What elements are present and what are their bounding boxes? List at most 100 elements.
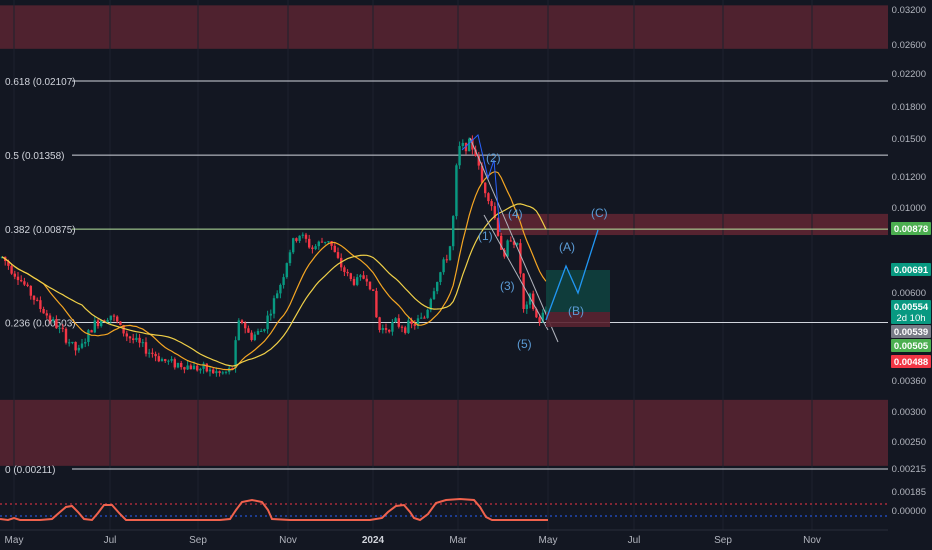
candle-body bbox=[234, 340, 237, 369]
candle-body bbox=[202, 363, 205, 369]
candle-body bbox=[23, 281, 26, 285]
price-tag-text: 0.00539 bbox=[894, 327, 928, 338]
candle-body bbox=[413, 324, 416, 326]
candle-body bbox=[327, 241, 330, 243]
candle-body bbox=[42, 308, 45, 314]
candle-body bbox=[538, 317, 541, 323]
candle-body bbox=[410, 320, 413, 325]
candle-body bbox=[400, 326, 404, 328]
candle-body bbox=[391, 321, 394, 332]
candle-body bbox=[388, 329, 391, 332]
candle-body bbox=[381, 328, 384, 330]
zone-1 bbox=[0, 399, 888, 466]
candle-body bbox=[125, 333, 128, 337]
candle-body bbox=[484, 182, 487, 194]
candle-body bbox=[61, 327, 64, 329]
candle-body bbox=[183, 367, 186, 370]
price-tag-text: 0.00488 bbox=[894, 357, 928, 368]
candle-body bbox=[468, 138, 471, 152]
price-tick-label: 0.01800 bbox=[892, 102, 926, 113]
projection-zigzag bbox=[545, 229, 599, 321]
candle-body bbox=[186, 365, 189, 370]
price-tick-label: 0.00360 bbox=[892, 376, 926, 387]
fibonacci-levels: 0.618 (0.02107) 0.5 (0.01358) 0.382 (0.008… bbox=[5, 77, 888, 476]
candle-body bbox=[308, 238, 311, 248]
candle-body bbox=[292, 238, 295, 253]
candle-body bbox=[247, 328, 250, 333]
candle-body bbox=[333, 245, 336, 253]
price-tick-label: 0.00215 bbox=[892, 464, 926, 475]
candle-body bbox=[221, 372, 224, 374]
candle-body bbox=[509, 240, 512, 242]
candle-body bbox=[231, 367, 234, 369]
elliott-wave-labels: (2) (4) (1) (3) (5) (A) (B) (C) bbox=[478, 151, 608, 351]
candle-body bbox=[314, 246, 317, 250]
candle-body bbox=[448, 246, 452, 261]
candle-body bbox=[237, 320, 240, 341]
candle-body bbox=[496, 218, 500, 236]
candle-body bbox=[458, 146, 461, 166]
candle-body bbox=[29, 285, 32, 296]
candle-body bbox=[436, 282, 439, 292]
candle-body bbox=[250, 332, 253, 341]
price-tag-text: 0.00505 bbox=[894, 341, 929, 352]
candle-body bbox=[215, 371, 218, 374]
candle-body bbox=[32, 295, 36, 300]
time-tick-label: Sep bbox=[714, 535, 732, 546]
candle-body bbox=[375, 290, 378, 318]
price-tag-countdown: 2d 10h bbox=[896, 313, 925, 324]
candle-body bbox=[362, 275, 365, 279]
candle-body bbox=[208, 369, 212, 372]
supply-demand-zones bbox=[0, 5, 888, 466]
wave-label: (B) bbox=[568, 304, 584, 318]
candle-body bbox=[445, 259, 448, 261]
wave-label: (3) bbox=[500, 279, 515, 293]
candle-body bbox=[480, 165, 484, 183]
candle-body bbox=[160, 359, 164, 362]
candle-body bbox=[298, 235, 301, 241]
candle-body bbox=[128, 336, 132, 339]
price-tag-text: 0.00878 bbox=[894, 224, 928, 235]
candle-body bbox=[55, 319, 58, 329]
candle-body bbox=[455, 165, 458, 217]
candle-body bbox=[106, 319, 109, 322]
candle-body bbox=[474, 149, 477, 157]
trendline-lower bbox=[483, 214, 549, 331]
candle-body bbox=[189, 365, 192, 370]
candle-body bbox=[285, 263, 288, 278]
candle-body bbox=[522, 273, 525, 309]
time-tick-label: Nov bbox=[279, 535, 297, 546]
candle-body bbox=[218, 371, 221, 373]
candle-body bbox=[330, 241, 333, 246]
time-tick-label: Sep bbox=[189, 535, 207, 546]
oscillator-line bbox=[0, 497, 548, 522]
time-axis[interactable]: May Jul Sep Nov 2024 Mar May Jul Sep Nov bbox=[0, 529, 888, 546]
candle-body bbox=[324, 241, 327, 243]
candle-body bbox=[304, 234, 308, 239]
price-tick-label: 0.03200 bbox=[892, 5, 926, 16]
trendline-upper bbox=[469, 137, 559, 343]
candle-body bbox=[39, 300, 42, 309]
candle-body bbox=[464, 142, 468, 152]
time-tick-label: Jul bbox=[104, 535, 117, 546]
price-tick-label: 0.00600 bbox=[892, 288, 926, 299]
candle-body bbox=[493, 206, 496, 219]
price-axis[interactable]: 0.03200 0.02600 0.02200 0.01800 0.01500 0.012… bbox=[892, 5, 926, 517]
candle-body bbox=[288, 252, 292, 264]
candle-body bbox=[407, 320, 410, 333]
candle-body bbox=[336, 252, 340, 258]
price-tick-label: 0.00185 bbox=[892, 487, 926, 498]
candle-body bbox=[224, 371, 228, 373]
candle-body bbox=[170, 359, 173, 361]
candle-body bbox=[532, 293, 535, 310]
time-tick-label: May bbox=[5, 535, 24, 546]
candle-body bbox=[180, 363, 183, 368]
candle-body bbox=[356, 277, 359, 285]
wave-label: (4) bbox=[508, 207, 523, 221]
time-tick-label: 2024 bbox=[362, 535, 385, 546]
candle-body bbox=[74, 341, 77, 351]
candle-body bbox=[45, 313, 48, 316]
oscillator-pane bbox=[0, 497, 888, 522]
